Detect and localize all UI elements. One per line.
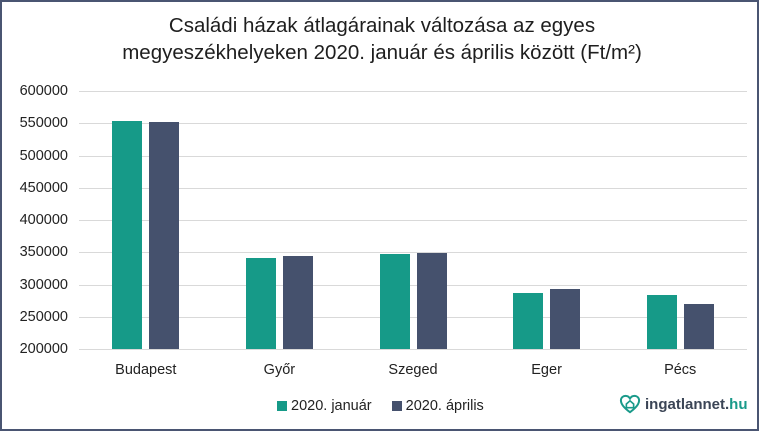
x-tick-label: Győr (263, 362, 296, 378)
legend-item-apr: 2020. április (391, 398, 484, 414)
legend: 2020. január 2020. április (277, 398, 504, 414)
bar-pécs-jan (646, 295, 677, 349)
y-tick-label: 200000 (19, 341, 68, 357)
x-tick-label: Eger (531, 362, 562, 378)
bar-szeged-apr (416, 252, 447, 349)
gridline (79, 91, 747, 92)
gridline (79, 187, 747, 189)
ingatlannet-logo: ingatlannet. hu (619, 394, 748, 414)
y-tick-label: 600000 (19, 83, 68, 99)
legend-swatch-jan (277, 401, 287, 411)
bar-budapest-jan (112, 121, 143, 349)
legend-label-apr: 2020. április (405, 398, 484, 414)
y-tick-label: 350000 (19, 244, 68, 261)
bar-eger-apr (550, 289, 581, 349)
y-tick-label: 400000 (19, 212, 68, 228)
bar-győr-jan (245, 258, 276, 349)
chart-title-line2: megyeszékhelyeken 2020. január és áprili… (122, 41, 642, 64)
y-tick-label: 500000 (19, 147, 68, 164)
gridline (79, 252, 747, 254)
gridline (79, 284, 747, 286)
chart-title: Családi házak átlagárainak változása az … (62, 12, 702, 66)
legend-item-jan: 2020. január (277, 398, 372, 414)
y-tick-label: 300000 (19, 276, 68, 293)
y-tick-label: 250000 (19, 308, 68, 325)
logo-tld: hu (729, 395, 748, 413)
bar-pécs-apr (683, 304, 714, 349)
gridline (79, 349, 747, 350)
bar-szeged-jan (379, 254, 410, 349)
gridline (79, 220, 747, 221)
bar-eger-jan (513, 292, 544, 349)
x-tick-label: Pécs (664, 362, 697, 378)
x-tick-label: Szeged (388, 362, 438, 378)
gridline (79, 155, 747, 157)
gridline (79, 123, 747, 125)
chart-title-line1: Családi házak átlagárainak változása az … (168, 14, 596, 37)
legend-swatch-apr (391, 401, 402, 411)
gridline (79, 316, 747, 318)
heart-house-icon (619, 394, 641, 414)
x-tick-label: Budapest (115, 362, 177, 378)
y-tick-label: 550000 (19, 115, 68, 132)
logo-name: ingatlannet. (645, 395, 730, 413)
y-tick-label: 450000 (19, 179, 68, 196)
bar-budapest-apr (149, 121, 180, 349)
legend-label-jan: 2020. január (291, 398, 372, 414)
bar-győr-apr (282, 256, 313, 349)
